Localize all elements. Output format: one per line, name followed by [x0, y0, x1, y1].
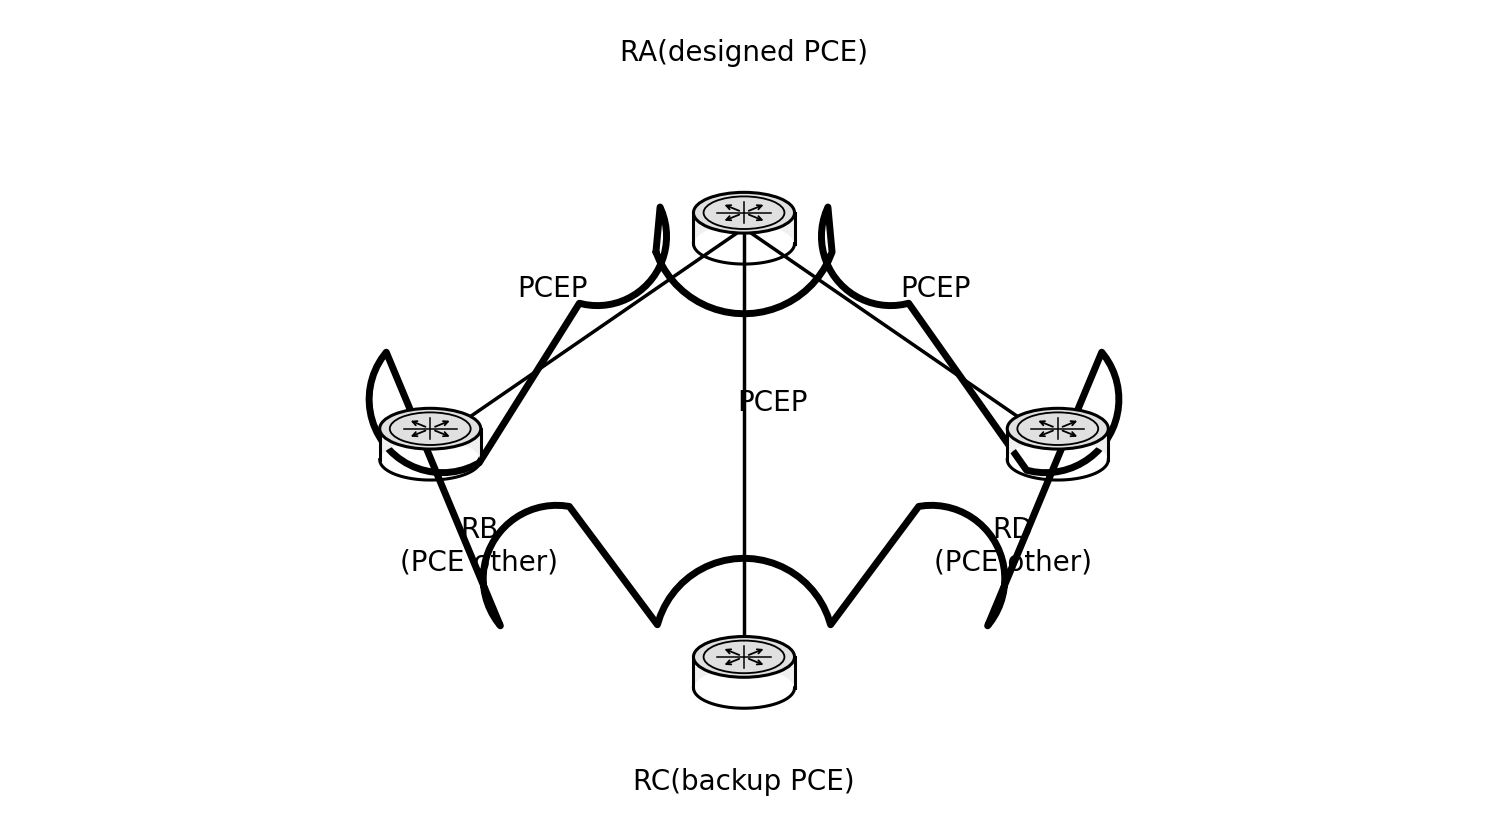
Polygon shape	[379, 408, 481, 460]
Ellipse shape	[379, 408, 481, 449]
Text: RD
(PCE other): RD (PCE other)	[934, 516, 1092, 576]
Text: PCEP: PCEP	[900, 275, 970, 303]
Polygon shape	[693, 192, 795, 244]
Ellipse shape	[1007, 408, 1109, 449]
Ellipse shape	[693, 637, 795, 677]
Text: PCEP: PCEP	[518, 275, 588, 303]
Polygon shape	[1007, 408, 1109, 460]
Text: RA(designed PCE): RA(designed PCE)	[620, 39, 868, 67]
Ellipse shape	[693, 192, 795, 233]
Polygon shape	[693, 637, 795, 688]
Text: RC(backup PCE): RC(backup PCE)	[634, 769, 854, 796]
Text: PCEP: PCEP	[737, 390, 808, 417]
Text: RB
(PCE other): RB (PCE other)	[400, 516, 558, 576]
